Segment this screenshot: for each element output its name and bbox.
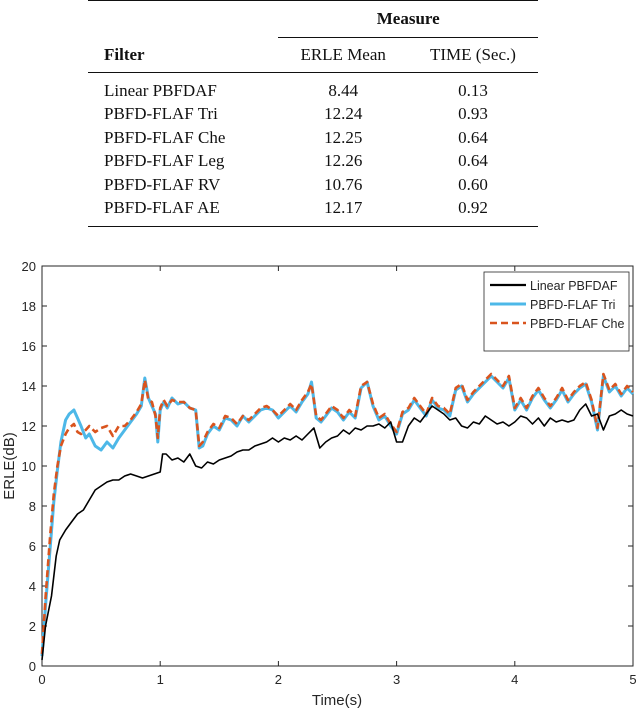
x-tick-label: 1 [157,672,164,687]
y-tick-label: 0 [29,659,36,674]
x-tick-label: 3 [393,672,400,687]
table-cell-filter: PBFD-FLAF Che [104,127,226,147]
y-tick-label: 6 [29,539,36,554]
x-tick-label: 2 [275,672,282,687]
table-column-header: ERLE Mean [300,45,386,64]
table-cell-time: 0.13 [458,80,488,100]
legend-label: PBFD-FLAF Tri [530,298,615,312]
table-row: PBFD-FLAF Tri 12.24 0.93 [88,103,538,127]
table-cell-time: 0.93 [458,104,488,124]
x-tick-label: 5 [629,672,636,687]
results-table-container: Measure Filter ERLE Mean TIME (Sec.) Lin… [88,0,538,230]
y-tick-label: 16 [22,339,36,354]
y-tick-label: 12 [22,419,36,434]
table-column-header: TIME (Sec.) [429,45,516,64]
table-cell-time: 0.92 [458,198,488,218]
series-lines [40,372,635,661]
table-cell-filter: PBFD-FLAF AE [104,198,220,218]
y-axis-label: ERLE(dB) [1,432,18,500]
x-tick-label: 0 [38,672,45,687]
table-cell-erle: 12.17 [324,198,363,218]
table-cell-erle: 12.24 [324,104,363,124]
y-tick-label: 20 [22,259,36,274]
y-tick-label: 2 [29,619,36,634]
table-cell-filter: PBFD-FLAF Tri [104,104,218,124]
table-cell-time: 0.60 [458,174,488,194]
table-cell-time: 0.64 [458,151,488,171]
table-group-header: Measure [278,1,538,38]
table-cell-filter: PBFD-FLAF RV [104,174,221,194]
table-row: PBFD-FLAF Che 12.25 0.64 [88,126,538,150]
legend-label: Linear PBFDAF [530,279,618,293]
table-row: Linear PBFDAF 8.44 0.13 [88,79,538,103]
series-line-linear-pbfdaf [41,403,634,661]
x-tick-label: 4 [511,672,518,687]
y-tick-label: 18 [22,299,36,314]
table-cell-erle: 12.25 [324,127,363,147]
table-cell-time: 0.64 [458,127,488,147]
y-tick-label: 4 [29,579,36,594]
table-row: PBFD-FLAF Leg 12.26 0.64 [88,150,538,174]
y-tick-label: 14 [22,379,36,394]
series-line-pbfd-flaf-che [40,372,634,655]
results-table: Measure Filter ERLE Mean TIME (Sec.) Lin… [88,0,538,227]
table-row: PBFD-FLAF RV 10.76 0.60 [88,173,538,197]
table-cell-erle: 10.76 [324,174,363,194]
y-tick-label: 10 [22,459,36,474]
table-row: PBFD-FLAF AE 12.17 0.92 [88,197,538,221]
table-cell-filter: Linear PBFDAF [104,80,217,100]
legend-label: PBFD-FLAF Che [530,317,625,331]
table-cell-erle: 12.26 [324,151,363,171]
table-cell-erle: 8.44 [328,80,359,100]
x-axis-label: Time(s) [312,692,362,709]
legend: Linear PBFDAF PBFD-FLAF Tri PBFD-FLAF Ch… [483,271,630,352]
y-tick-label: 8 [29,499,36,514]
table-cell-filter: PBFD-FLAF Leg [104,151,225,171]
table-column-header: Filter [104,44,145,64]
table-header-blank [88,1,278,38]
